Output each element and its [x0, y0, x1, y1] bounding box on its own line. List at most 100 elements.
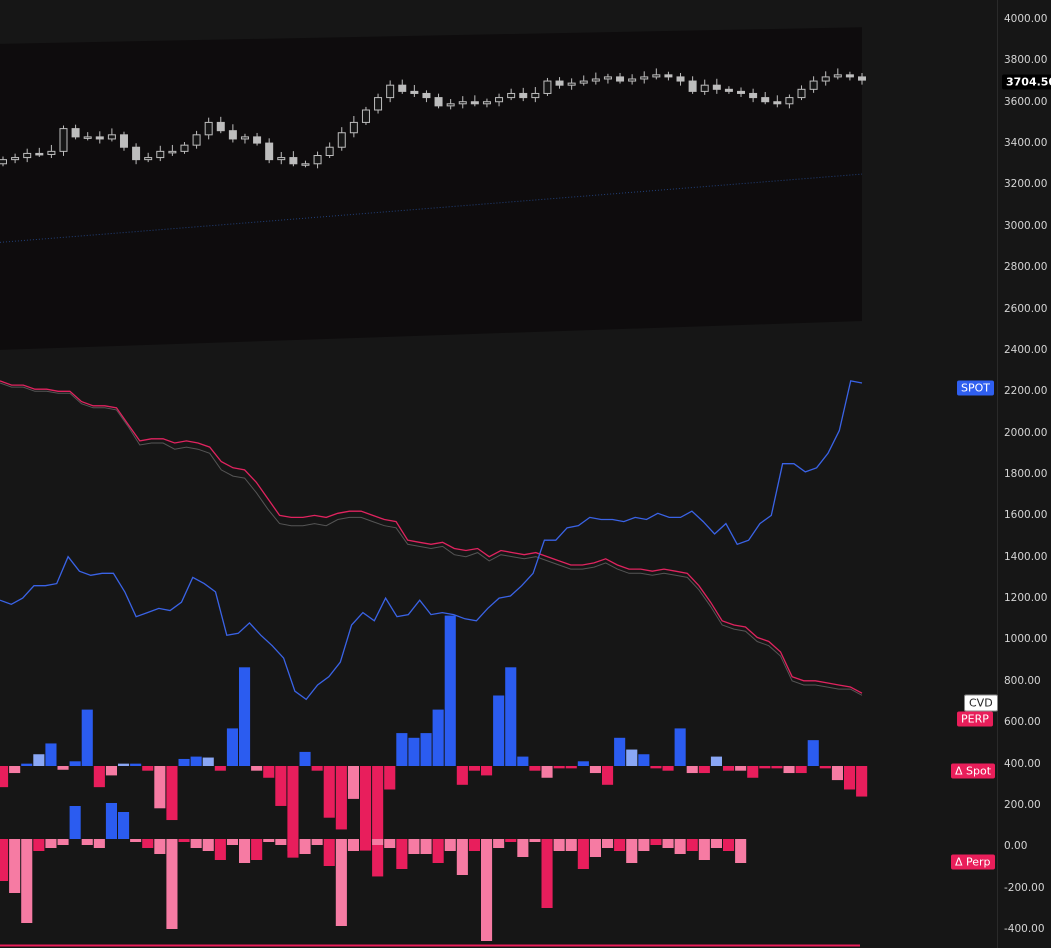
- candle-body: [228, 130, 237, 140]
- delta-perp-bar: [723, 839, 735, 851]
- price-axis-tick: 1400.00: [1004, 550, 1048, 563]
- price-axis-tick: 800.00: [1004, 674, 1041, 687]
- delta-spot-bar: [154, 766, 166, 809]
- delta-spot-bar: [69, 761, 81, 766]
- candle-body: [567, 82, 576, 86]
- delta-perp-bar: [662, 839, 674, 848]
- delta-spot-tag: Δ Spot: [951, 763, 996, 779]
- candle-body: [301, 163, 310, 166]
- delta-perp-bar: [529, 839, 541, 842]
- candle-body: [858, 76, 866, 81]
- price-axis-tick: 2200.00: [1004, 385, 1048, 398]
- delta-perp-bar: [263, 839, 275, 842]
- delta-perp-bar: [214, 839, 226, 860]
- delta-perp-bar: [444, 839, 456, 851]
- delta-perp-bar: [577, 839, 589, 869]
- candle-body: [374, 97, 383, 111]
- delta-spot-bar: [662, 766, 674, 771]
- delta-spot-bar: [795, 766, 807, 774]
- delta-spot-bar: [831, 766, 843, 781]
- delta-spot-bar: [686, 766, 698, 774]
- delta-spot-bar: [541, 766, 553, 778]
- candle-body: [458, 101, 467, 105]
- delta-perp-bar: [251, 839, 263, 860]
- delta-perp-bar: [481, 839, 493, 941]
- delta-perp-bar: [275, 839, 287, 845]
- delta-spot-bar: [275, 766, 287, 806]
- candle-body: [519, 92, 528, 99]
- delta-spot-bar: [45, 743, 57, 766]
- delta-perp-bar: [614, 839, 626, 851]
- price-band: [0, 27, 863, 350]
- delta-spot-bar: [602, 766, 614, 785]
- candle-body: [616, 76, 625, 82]
- delta-spot-bar: [505, 667, 517, 766]
- delta-spot-bar: [481, 766, 493, 776]
- delta-spot-bar: [0, 766, 9, 788]
- candle-body: [95, 136, 104, 140]
- candle-body: [579, 80, 588, 84]
- delta-perp-bar: [323, 839, 335, 866]
- delta-spot-bar: [650, 766, 662, 769]
- price-axis-tick: 3800.00: [1004, 54, 1048, 67]
- delta-perp-bar: [202, 839, 214, 851]
- delta-perp-bar: [674, 839, 686, 854]
- candle-body: [773, 101, 782, 105]
- delta-perp-bar: [130, 839, 142, 842]
- aggregate-cvd-line: [0, 382, 863, 696]
- candle-body: [144, 157, 153, 161]
- delta-perp-bar: [142, 839, 154, 848]
- spot-series-tag: SPOT: [957, 380, 994, 396]
- candle-body: [495, 97, 504, 103]
- delta-spot-bar: [251, 766, 263, 771]
- delta-spot-bar: [21, 763, 33, 766]
- candlestick-series: [0, 68, 866, 169]
- price-axis-tick: 3400.00: [1004, 137, 1048, 150]
- candle-body: [531, 92, 540, 99]
- delta-perp-bar: [602, 839, 614, 848]
- delta-spot-bar: [735, 766, 747, 771]
- delta-spot-bar: [323, 766, 335, 818]
- candle-body: [446, 103, 455, 107]
- price-axis-tick: 1200.00: [1004, 592, 1048, 605]
- delta-perp-bar: [154, 839, 166, 854]
- delta-spot-bar: [529, 766, 541, 771]
- candle-body: [676, 76, 685, 82]
- delta-perp-bar: [420, 839, 432, 854]
- delta-spot-bar: [844, 766, 856, 790]
- delta-perp-bar: [493, 839, 505, 848]
- delta-spot-bar: [335, 766, 347, 830]
- delta-perp-bar: [81, 839, 93, 845]
- price-axis-tick: 600.00: [1004, 716, 1041, 729]
- delta-perp-bar: [565, 839, 577, 851]
- candle-body: [785, 97, 794, 105]
- delta-spot-bar: [287, 766, 299, 858]
- candle-body: [797, 88, 806, 99]
- candle-body: [749, 92, 758, 99]
- price-axis-tick: 2800.00: [1004, 261, 1048, 274]
- candle-body: [761, 97, 770, 103]
- spot-cvd-line: [0, 380, 863, 701]
- delta-spot-bar: [723, 766, 735, 771]
- delta-perp-tag: Δ Perp: [951, 854, 995, 870]
- delta-perp-bar: [710, 839, 722, 848]
- delta-perp-bar: [468, 839, 480, 851]
- delta-spot-bar: [589, 766, 601, 774]
- candle-body: [470, 101, 479, 105]
- candle-body: [83, 136, 92, 139]
- candle-body: [434, 97, 443, 107]
- delta-perp-bar: [190, 839, 202, 848]
- price-axis-tick: 4000.00: [1004, 13, 1048, 25]
- delta-spot-bar: [759, 766, 771, 769]
- candle-body: [700, 84, 709, 92]
- delta-spot-bar: [93, 766, 105, 788]
- delta-perp-bar: [118, 812, 130, 839]
- price-axis-tick: 0.00: [1004, 840, 1028, 853]
- delta-perp-bar: [541, 839, 553, 908]
- delta-spot-bar: [239, 667, 251, 766]
- delta-spot-bar: [263, 766, 275, 778]
- candle-body: [0, 159, 7, 165]
- price-axis-tick: 1000.00: [1004, 633, 1048, 646]
- delta-spot-bar: [9, 766, 21, 774]
